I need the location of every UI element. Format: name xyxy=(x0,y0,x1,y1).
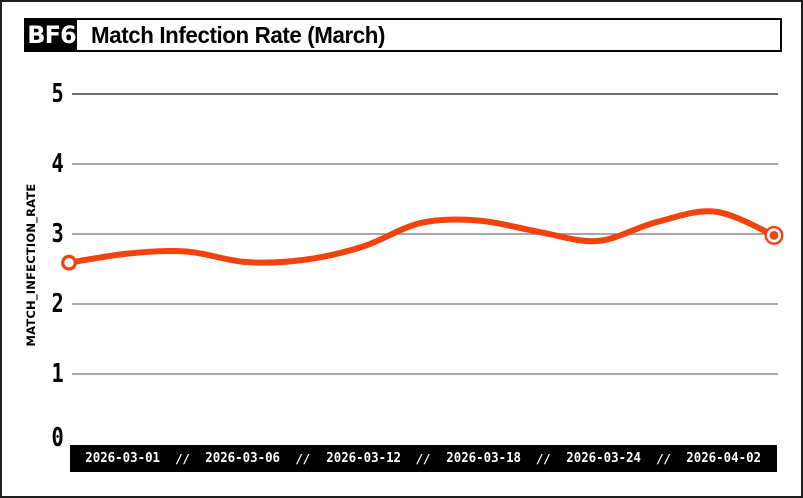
title-bar: BF6 Match Infection Rate (March) xyxy=(24,18,782,52)
x-axis-bar: 2026-03-01 // 2026-03-06 // 2026-03-12 // 2026… xyxy=(70,445,777,472)
x-tick-label-2026-03-24: 2026-03-24 xyxy=(566,449,642,466)
x-tick-separator: // xyxy=(175,451,191,466)
x-tick-label-2026-03-06: 2026-03-06 xyxy=(205,449,281,466)
chart-title-container: Match Infection Rate (March) xyxy=(77,20,780,50)
end-point-marker-ring xyxy=(764,225,784,245)
x-tick-label-2026-04-02: 2026-04-02 xyxy=(686,449,762,466)
x-tick-label-2026-03-18: 2026-03-18 xyxy=(446,449,521,466)
chart-title: Match Infection Rate (March) xyxy=(91,21,386,48)
infection-rate-line xyxy=(66,208,777,266)
y-tick-label-4: 4 xyxy=(51,149,64,179)
y-tick-label-3: 3 xyxy=(51,219,64,249)
y-tick-label-2: 2 xyxy=(51,289,64,319)
x-tick-separator: // xyxy=(656,451,672,466)
x-tick-label-2026-03-01: 2026-03-01 xyxy=(85,449,161,466)
x-tick-separator: // xyxy=(296,451,311,466)
x-tick-separator: // xyxy=(536,451,551,466)
bf6-badge: BF6 xyxy=(26,20,77,50)
x-tick-separator: // xyxy=(416,451,431,466)
y-tick-label-5: 5 xyxy=(51,79,64,109)
y-tick-label-1: 1 xyxy=(51,359,64,389)
x-tick-label-2026-03-12: 2026-03-12 xyxy=(325,449,401,466)
y-tick-label-0: 0 xyxy=(51,423,64,453)
y-axis-title: MATCH_INFECTION_RATE xyxy=(24,183,38,347)
bf6-badge-label: BF6 xyxy=(27,21,76,49)
end-point-marker xyxy=(769,231,779,240)
start-point-marker xyxy=(61,254,77,271)
